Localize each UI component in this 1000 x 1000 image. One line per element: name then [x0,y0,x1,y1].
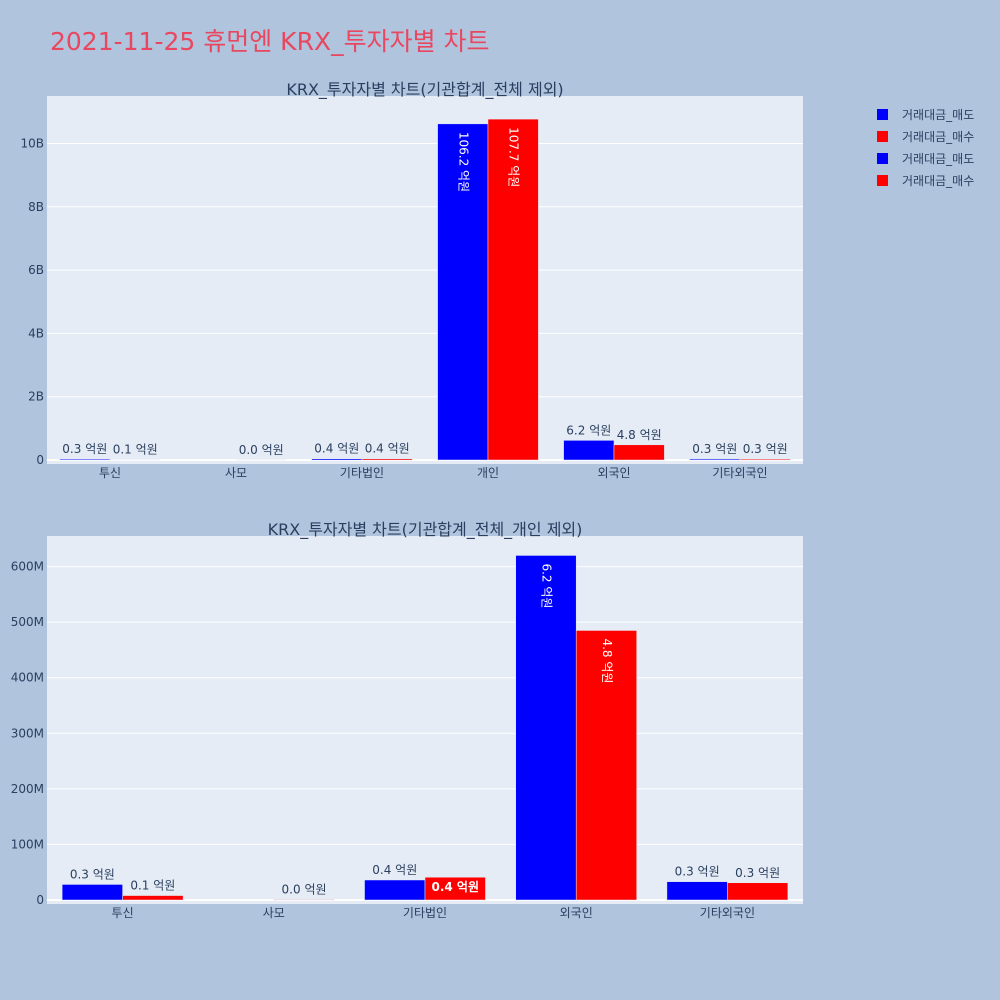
bar-buy[interactable] [613,444,665,461]
data-label: 4.8 억원 [617,428,662,442]
legend-swatch[interactable] [877,131,888,142]
data-label: 0.3 억원 [743,442,788,456]
x-tick-label: 투신 [112,906,134,920]
data-label: 0.1 억원 [130,879,175,893]
legend-swatch[interactable] [877,153,888,164]
bar-buy[interactable] [361,458,413,461]
data-label: 107.7 억원 [507,127,521,187]
y-tick-label: 2B [28,390,44,404]
x-tick-label: 기타법인 [403,906,447,920]
bar-sell[interactable] [61,884,123,901]
data-label: 0.3 억원 [735,866,780,880]
data-label: 0.0 억원 [239,443,284,457]
legend-label[interactable]: 거래대금_매도 [902,152,974,166]
plot-area [47,96,803,464]
bar-sell[interactable] [59,458,111,461]
x-tick-label: 개인 [477,466,499,480]
y-tick-label: 10B [20,136,44,150]
bar-buy[interactable] [122,895,184,901]
x-tick-label: 외국인 [597,466,630,480]
bar-buy[interactable] [739,458,791,461]
data-label: 0.3 억원 [675,865,720,879]
page-title: 2021-11-25 휴먼엔 KRX_투자자별 차트 [50,27,490,56]
bar-buy[interactable] [273,899,335,901]
legend-swatch[interactable] [877,109,888,120]
data-label: 0.4 억원 [365,442,410,456]
legend-label[interactable]: 거래대금_매수 [902,174,974,188]
plot-area [47,536,803,904]
y-tick-label: 100M [11,837,44,851]
data-label: 0.3 억원 [70,867,115,881]
x-tick-label: 외국인 [560,906,593,920]
data-label: 0.0 억원 [282,882,327,896]
bar-buy[interactable] [487,118,539,461]
bar-sell[interactable] [563,440,615,461]
y-tick-label: 300M [11,726,44,740]
chart-title: KRX_투자자별 차트(기관합계_전체_개인 제외) [268,520,583,540]
x-tick-label: 사모 [225,466,247,480]
x-tick-label: 투신 [99,466,121,480]
data-label: 0.3 억원 [692,442,737,456]
x-tick-label: 사모 [263,906,285,920]
y-tick-label: 500M [11,615,44,629]
y-tick-label: 4B [28,326,44,340]
x-tick-label: 기타외국인 [712,466,767,480]
data-label: 0.3 억원 [62,442,107,456]
bar-buy[interactable] [424,876,486,901]
y-tick-label: 0 [36,893,44,907]
bar-buy[interactable] [727,882,789,901]
chart-panel-bottom: 0 100M 200M 300M 400M 500M 600M KRX_투자자별 차트(기관합… [11,520,803,920]
data-label: 6.2 억원 [539,563,553,608]
legend-label[interactable]: 거래대금_매도 [902,108,974,122]
chart-title: KRX_투자자별 차트(기관합계_전체 제외) [286,80,563,100]
y-tick-label: 0 [36,453,44,467]
y-tick-label: 200M [11,782,44,796]
y-tick-label: 6B [28,263,44,277]
bar-buy[interactable] [575,630,637,901]
bar-sell[interactable] [666,881,728,901]
y-tick-label: 8B [28,200,44,214]
data-label: 4.8 억원 [600,638,614,683]
x-tick-label: 기타법인 [340,466,384,480]
y-tick-label: 600M [11,560,44,574]
data-label: 0.4 억원 [372,863,417,877]
y-tick-label: 400M [11,671,44,685]
bar-sell[interactable] [311,458,363,461]
x-tick-label: 기타외국인 [700,906,755,920]
bar-sell[interactable] [364,879,426,901]
data-label: 106.2 억원 [456,132,470,192]
data-label: 0.4 억원 [314,442,359,456]
legend-label[interactable]: 거래대금_매수 [902,130,974,144]
data-label: 0.1 억원 [113,443,158,457]
bar-sell[interactable] [689,458,741,461]
data-label: 0.4 억원 [431,880,479,894]
data-label: 6.2 억원 [566,423,611,437]
bar-sell[interactable] [515,555,577,901]
legend-swatch[interactable] [877,175,888,186]
chart-panel-top: 0 2B 4B 6B 8B 10B KRX_투자자별 차트(기관합계_전체 제외) 투신 0.3… [20,80,803,480]
